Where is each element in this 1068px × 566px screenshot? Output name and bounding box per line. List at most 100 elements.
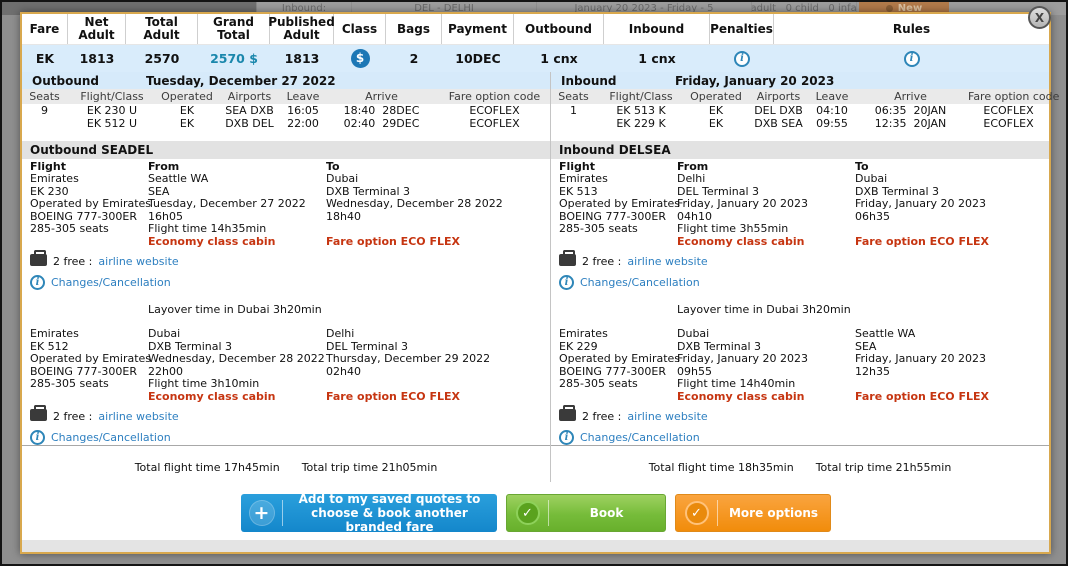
- fare-option-label: Fare option ECO FLEX: [855, 389, 989, 403]
- baggage-icon: [559, 249, 576, 266]
- from-airport: SEA: [148, 184, 170, 198]
- fare-details-dialog: Fare Net Adult Total Adult Grand Total P…: [20, 12, 1059, 554]
- column-header-bags: Bags: [386, 14, 442, 44]
- airline-website-link[interactable]: airline website: [627, 410, 708, 423]
- departure-date: Friday, January 20 2023: [677, 352, 809, 365]
- departure-date: Friday, January 20 2023: [677, 197, 809, 210]
- flight-row: EK 229 K EK DXB SEA 09:55 12:35 20JAN EC…: [551, 117, 1049, 130]
- arrival-time: 18h40: [326, 209, 361, 223]
- button-divider: [716, 500, 718, 526]
- outbound-cnx-value: 1 cnx: [540, 51, 578, 66]
- segment-flight-info: Emirates EK 512 Operated by Emirates BOE…: [30, 327, 151, 403]
- baggage-row: 2 free : airline website: [551, 404, 1049, 423]
- column-header-penalties: Penalties: [710, 14, 774, 44]
- changes-cancellation-link[interactable]: Changes/Cancellation: [580, 431, 700, 444]
- add-to-saved-quotes-button[interactable]: + Add to my saved quotes to choose & boo…: [240, 492, 497, 534]
- changes-row: i Changes/Cancellation: [22, 430, 550, 445]
- flight-row: 1 EK 513 K EK DEL DXB 04:10 06:35 20JAN …: [551, 104, 1049, 117]
- changes-cancellation-link[interactable]: Changes/Cancellation: [51, 276, 171, 289]
- total-trip-time: Total trip time 21h05min: [301, 461, 438, 474]
- rules-info-icon[interactable]: i: [903, 50, 920, 67]
- airports-value: DXB SEA: [754, 117, 803, 131]
- to-city: Delhi: [326, 327, 355, 340]
- toolbar-left-section: [2, 2, 257, 15]
- outbound-panel-header: Outbound Tuesday, December 27 2022: [22, 72, 550, 90]
- flight-time: Flight time 3h55min: [677, 222, 789, 235]
- to-airport: SEA: [855, 339, 877, 353]
- segment-from-info: Dubai DXB Terminal 3 Friday, January 20 …: [677, 327, 855, 403]
- airline-name: Emirates: [30, 327, 79, 340]
- airports-value: DEL DXB: [754, 103, 803, 117]
- flight-class-value: EK 513 K: [616, 103, 666, 117]
- inbound-columns-header: Seats Flight/Class Operated Airports Lea…: [551, 89, 1059, 104]
- departure-time: 16h05: [148, 209, 183, 223]
- cabin-class: Economy class cabin: [677, 389, 805, 403]
- grand-total-value[interactable]: 2570 $: [210, 51, 258, 66]
- more-options-button[interactable]: ✓ More options: [674, 494, 831, 532]
- baggage-icon: [30, 404, 47, 421]
- flight-segment: Emirates EK 229 Operated by Emirates BOE…: [551, 327, 1049, 403]
- airline-name: Emirates: [559, 172, 608, 185]
- layover-info: Layover time in Dubai 3h20min: [677, 303, 851, 316]
- outbound-panel: Outbound Tuesday, December 27 2022 Seats…: [22, 72, 550, 482]
- airline-website-link[interactable]: airline website: [98, 410, 179, 423]
- column-header-total-adult: Total Adult: [126, 14, 198, 44]
- flight-class-value: EK 512 U: [86, 117, 138, 131]
- flight-number: EK 229: [559, 339, 598, 353]
- baggage-row: 2 free : airline website: [22, 404, 550, 423]
- fare-option-code-value: ECOFLEX: [983, 103, 1034, 117]
- close-button[interactable]: X: [1028, 6, 1051, 29]
- outbound-date: Tuesday, December 27 2022: [146, 73, 336, 88]
- segment-to-info: Dubai DXB Terminal 3 Friday, January 20 …: [855, 172, 1049, 248]
- total-flight-time: Total flight time 18h35min: [648, 461, 794, 474]
- new-button-label: New: [897, 3, 923, 14]
- col-fare-option-code: Fare option code: [448, 89, 541, 103]
- baggage-icon: [30, 249, 47, 266]
- changes-cancellation-link[interactable]: Changes/Cancellation: [580, 276, 700, 289]
- column-header-published-adult: Published Adult: [268, 14, 335, 44]
- flight-class-value: EK 229 K: [616, 117, 666, 131]
- detail-col-flight: Flight: [559, 159, 596, 173]
- operated-by: Operated by Emirates: [30, 197, 152, 210]
- airline-website-link[interactable]: airline website: [627, 255, 708, 268]
- flight-time: Flight time 14h35min: [148, 222, 267, 235]
- segment-flight-info: Emirates EK 230 Operated by Emirates BOE…: [30, 172, 152, 248]
- button-divider: [547, 500, 549, 526]
- airline-website-link[interactable]: airline website: [98, 255, 179, 268]
- fare-code-value: EK: [35, 51, 55, 66]
- arrive-value: 02:40 29DEC: [343, 117, 420, 131]
- penalties-info-icon[interactable]: i: [734, 50, 750, 67]
- info-icon[interactable]: i: [30, 430, 45, 445]
- segment-from-info: Delhi DEL Terminal 3 Friday, January 20 …: [677, 172, 855, 248]
- col-leave: Leave: [815, 89, 849, 103]
- departure-time: 09h55: [677, 364, 712, 378]
- fare-option-code-value: ECOFLEX: [469, 103, 520, 117]
- column-header-net-adult: Net Adult: [68, 14, 126, 44]
- flight-class-value: EK 230 U: [86, 103, 138, 117]
- segment-to-info: Delhi DEL Terminal 3 Thursday, December …: [326, 327, 550, 403]
- from-city: Seattle WA: [148, 172, 209, 185]
- from-airport: DXB Terminal 3: [148, 339, 233, 353]
- flight-segment: Emirates EK 513 Operated by Emirates BOE…: [551, 172, 1049, 248]
- col-fare-option-code: Fare option code: [968, 89, 1060, 103]
- detail-col-flight: Flight: [30, 159, 67, 173]
- flight-row: EK 512 U EK DXB DEL 22:00 02:40 29DEC EC…: [22, 117, 550, 130]
- new-button[interactable]: New: [859, 2, 949, 15]
- total-flight-time: Total flight time 17h45min: [134, 461, 280, 474]
- to-airport: DXB Terminal 3: [326, 184, 411, 198]
- detail-col-from: From: [677, 159, 709, 173]
- dollar-circle-icon[interactable]: $: [350, 49, 370, 68]
- baggage-icon: [559, 404, 576, 421]
- info-icon[interactable]: i: [30, 275, 45, 290]
- changes-cancellation-link[interactable]: Changes/Cancellation: [51, 431, 171, 444]
- info-icon[interactable]: i: [559, 275, 574, 290]
- detail-col-from: From: [148, 159, 180, 173]
- departure-date: Tuesday, December 27 2022: [148, 197, 306, 210]
- seat-count: 285-305 seats: [30, 377, 109, 390]
- info-icon[interactable]: i: [559, 430, 574, 445]
- departure-date: Wednesday, December 28 2022: [148, 352, 325, 365]
- departure-time: 22h00: [148, 364, 183, 378]
- arrival-time: 02h40: [326, 364, 361, 378]
- book-button[interactable]: ✓ Book: [505, 494, 666, 532]
- col-flight-class: Flight/Class: [80, 89, 144, 103]
